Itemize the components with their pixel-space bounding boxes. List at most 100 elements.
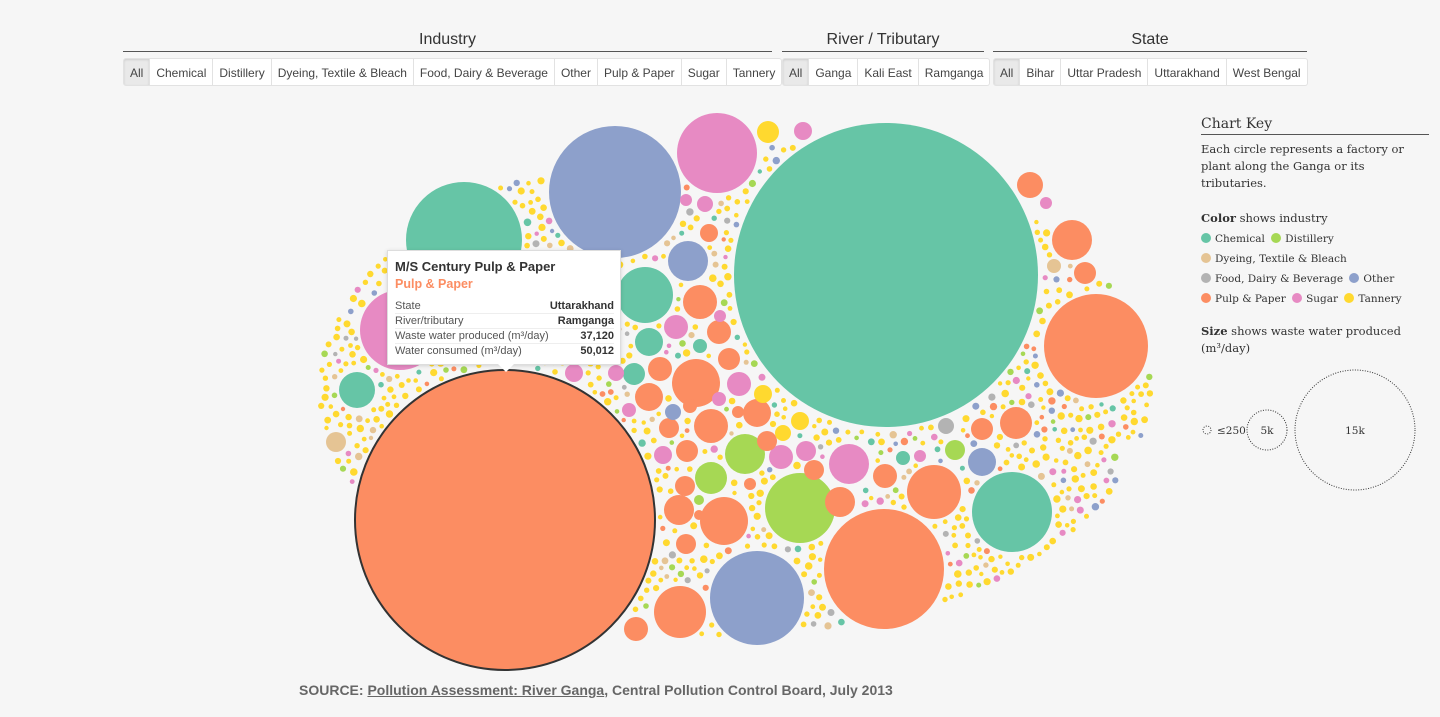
factory-bubble-small[interactable] [1046, 252, 1053, 258]
factory-bubble-small[interactable] [558, 239, 565, 247]
factory-bubble[interactable] [659, 418, 679, 438]
factory-bubble-small[interactable] [976, 582, 982, 588]
factory-bubble-small[interactable] [643, 427, 651, 435]
factory-bubble-small[interactable] [724, 205, 731, 212]
factory-bubble-small[interactable] [730, 479, 738, 487]
factory-bubble-small[interactable] [906, 468, 912, 475]
factory-bubble-small[interactable] [1070, 518, 1076, 525]
factory-bubble-small[interactable] [793, 461, 801, 470]
factory-bubble-small[interactable] [989, 402, 998, 411]
factory-bubble-small[interactable] [974, 480, 980, 486]
factory-bubble-small[interactable] [1064, 395, 1071, 402]
factory-bubble-small[interactable] [980, 409, 986, 416]
factory-bubble-small[interactable] [343, 320, 351, 328]
factory-bubble-small[interactable] [380, 372, 385, 377]
factory-bubble-small[interactable] [816, 594, 823, 601]
factory-bubble-small[interactable] [682, 349, 691, 357]
factory-bubble-small[interactable] [1103, 477, 1110, 484]
factory-bubble[interactable] [972, 472, 1052, 552]
factory-bubble[interactable] [796, 441, 816, 461]
factory-bubble-small[interactable] [1009, 399, 1015, 406]
factory-bubble-small[interactable] [1041, 243, 1049, 251]
factory-bubble-small[interactable] [1005, 380, 1011, 386]
state-button-all[interactable]: All [993, 58, 1021, 86]
factory-bubble-small[interactable] [1053, 495, 1061, 503]
factory-bubble-small[interactable] [324, 416, 332, 424]
factory-bubble-small[interactable] [391, 394, 397, 400]
factory-bubble-small[interactable] [1034, 382, 1040, 388]
factory-bubble-small[interactable] [692, 324, 699, 330]
factory-bubble[interactable] [896, 451, 910, 465]
factory-bubble-small[interactable] [1048, 407, 1056, 414]
factory-bubble[interactable] [757, 121, 779, 143]
factory-bubble[interactable] [769, 445, 793, 469]
factory-bubble-small[interactable] [1055, 437, 1062, 443]
factory-bubble-small[interactable] [333, 351, 338, 357]
factory-bubble-small[interactable] [626, 352, 633, 359]
factory-bubble-small[interactable] [1005, 447, 1011, 452]
factory-bubble-small[interactable] [630, 258, 636, 264]
factory-bubble-highlighted[interactable] [354, 369, 656, 671]
factory-bubble-small[interactable] [1146, 390, 1154, 397]
factory-bubble-small[interactable] [955, 559, 963, 567]
factory-bubble[interactable] [339, 372, 375, 408]
factory-bubble-small[interactable] [679, 433, 685, 439]
factory-bubble[interactable] [697, 196, 713, 212]
factory-bubble-small[interactable] [513, 179, 520, 187]
factory-bubble[interactable] [680, 194, 692, 206]
factory-bubble[interactable] [1044, 294, 1148, 398]
factory-bubble-small[interactable] [934, 446, 941, 453]
factory-bubble-small[interactable] [1080, 472, 1086, 478]
factory-bubble-small[interactable] [754, 534, 761, 540]
factory-bubble-small[interactable] [451, 366, 457, 372]
factory-bubble-small[interactable] [643, 603, 649, 609]
factory-bubble[interactable] [791, 412, 809, 430]
factory-bubble-small[interactable] [997, 466, 1003, 472]
factory-bubble-small[interactable] [512, 199, 518, 205]
factory-bubble-small[interactable] [763, 156, 769, 162]
factory-bubble-small[interactable] [545, 217, 553, 225]
factory-bubble[interactable] [743, 399, 771, 427]
factory-bubble-small[interactable] [949, 594, 954, 600]
factory-bubble-small[interactable] [1043, 229, 1051, 237]
factory-bubble-small[interactable] [650, 437, 657, 444]
factory-bubble-small[interactable] [657, 514, 663, 520]
factory-bubble[interactable] [1074, 262, 1096, 284]
factory-bubble-small[interactable] [784, 546, 792, 553]
factory-bubble[interactable] [623, 363, 645, 385]
factory-bubble-small[interactable] [750, 526, 756, 532]
factory-bubble[interactable] [744, 478, 756, 490]
factory-bubble-small[interactable] [1141, 416, 1148, 424]
factory-bubble-small[interactable] [1003, 459, 1010, 466]
factory-bubble-small[interactable] [887, 447, 893, 453]
factory-bubble-small[interactable] [811, 579, 817, 585]
factory-bubble-small[interactable] [1098, 433, 1105, 440]
factory-bubble-small[interactable] [709, 622, 715, 628]
factory-bubble[interactable] [664, 495, 694, 525]
factory-bubble-small[interactable] [535, 365, 541, 372]
factory-bubble[interactable] [694, 510, 704, 520]
factory-bubble-small[interactable] [519, 202, 526, 209]
factory-bubble-small[interactable] [368, 435, 374, 441]
factory-bubble-small[interactable] [624, 331, 630, 337]
factory-bubble-small[interactable] [1043, 288, 1050, 295]
factory-bubble-small[interactable] [732, 490, 737, 496]
factory-bubble-small[interactable] [538, 223, 546, 231]
factory-bubble-small[interactable] [358, 299, 366, 308]
factory-bubble-small[interactable] [649, 416, 655, 422]
factory-bubble-small[interactable] [642, 253, 648, 260]
factory-bubble-small[interactable] [726, 291, 733, 298]
factory-bubble-small[interactable] [1130, 417, 1139, 426]
factory-bubble-small[interactable] [376, 280, 382, 287]
factory-bubble[interactable] [968, 448, 996, 476]
factory-bubble-small[interactable] [717, 454, 723, 460]
factory-bubble-small[interactable] [1131, 398, 1136, 404]
factory-bubble-small[interactable] [659, 565, 664, 571]
factory-bubble-small[interactable] [781, 415, 786, 420]
factory-bubble-small[interactable] [730, 318, 737, 326]
factory-bubble-small[interactable] [724, 547, 732, 555]
factory-bubble-small[interactable] [676, 557, 683, 564]
factory-bubble-small[interactable] [1049, 468, 1057, 476]
factory-bubble-small[interactable] [387, 386, 394, 393]
river-button-ramganga[interactable]: Ramganga [918, 58, 991, 86]
